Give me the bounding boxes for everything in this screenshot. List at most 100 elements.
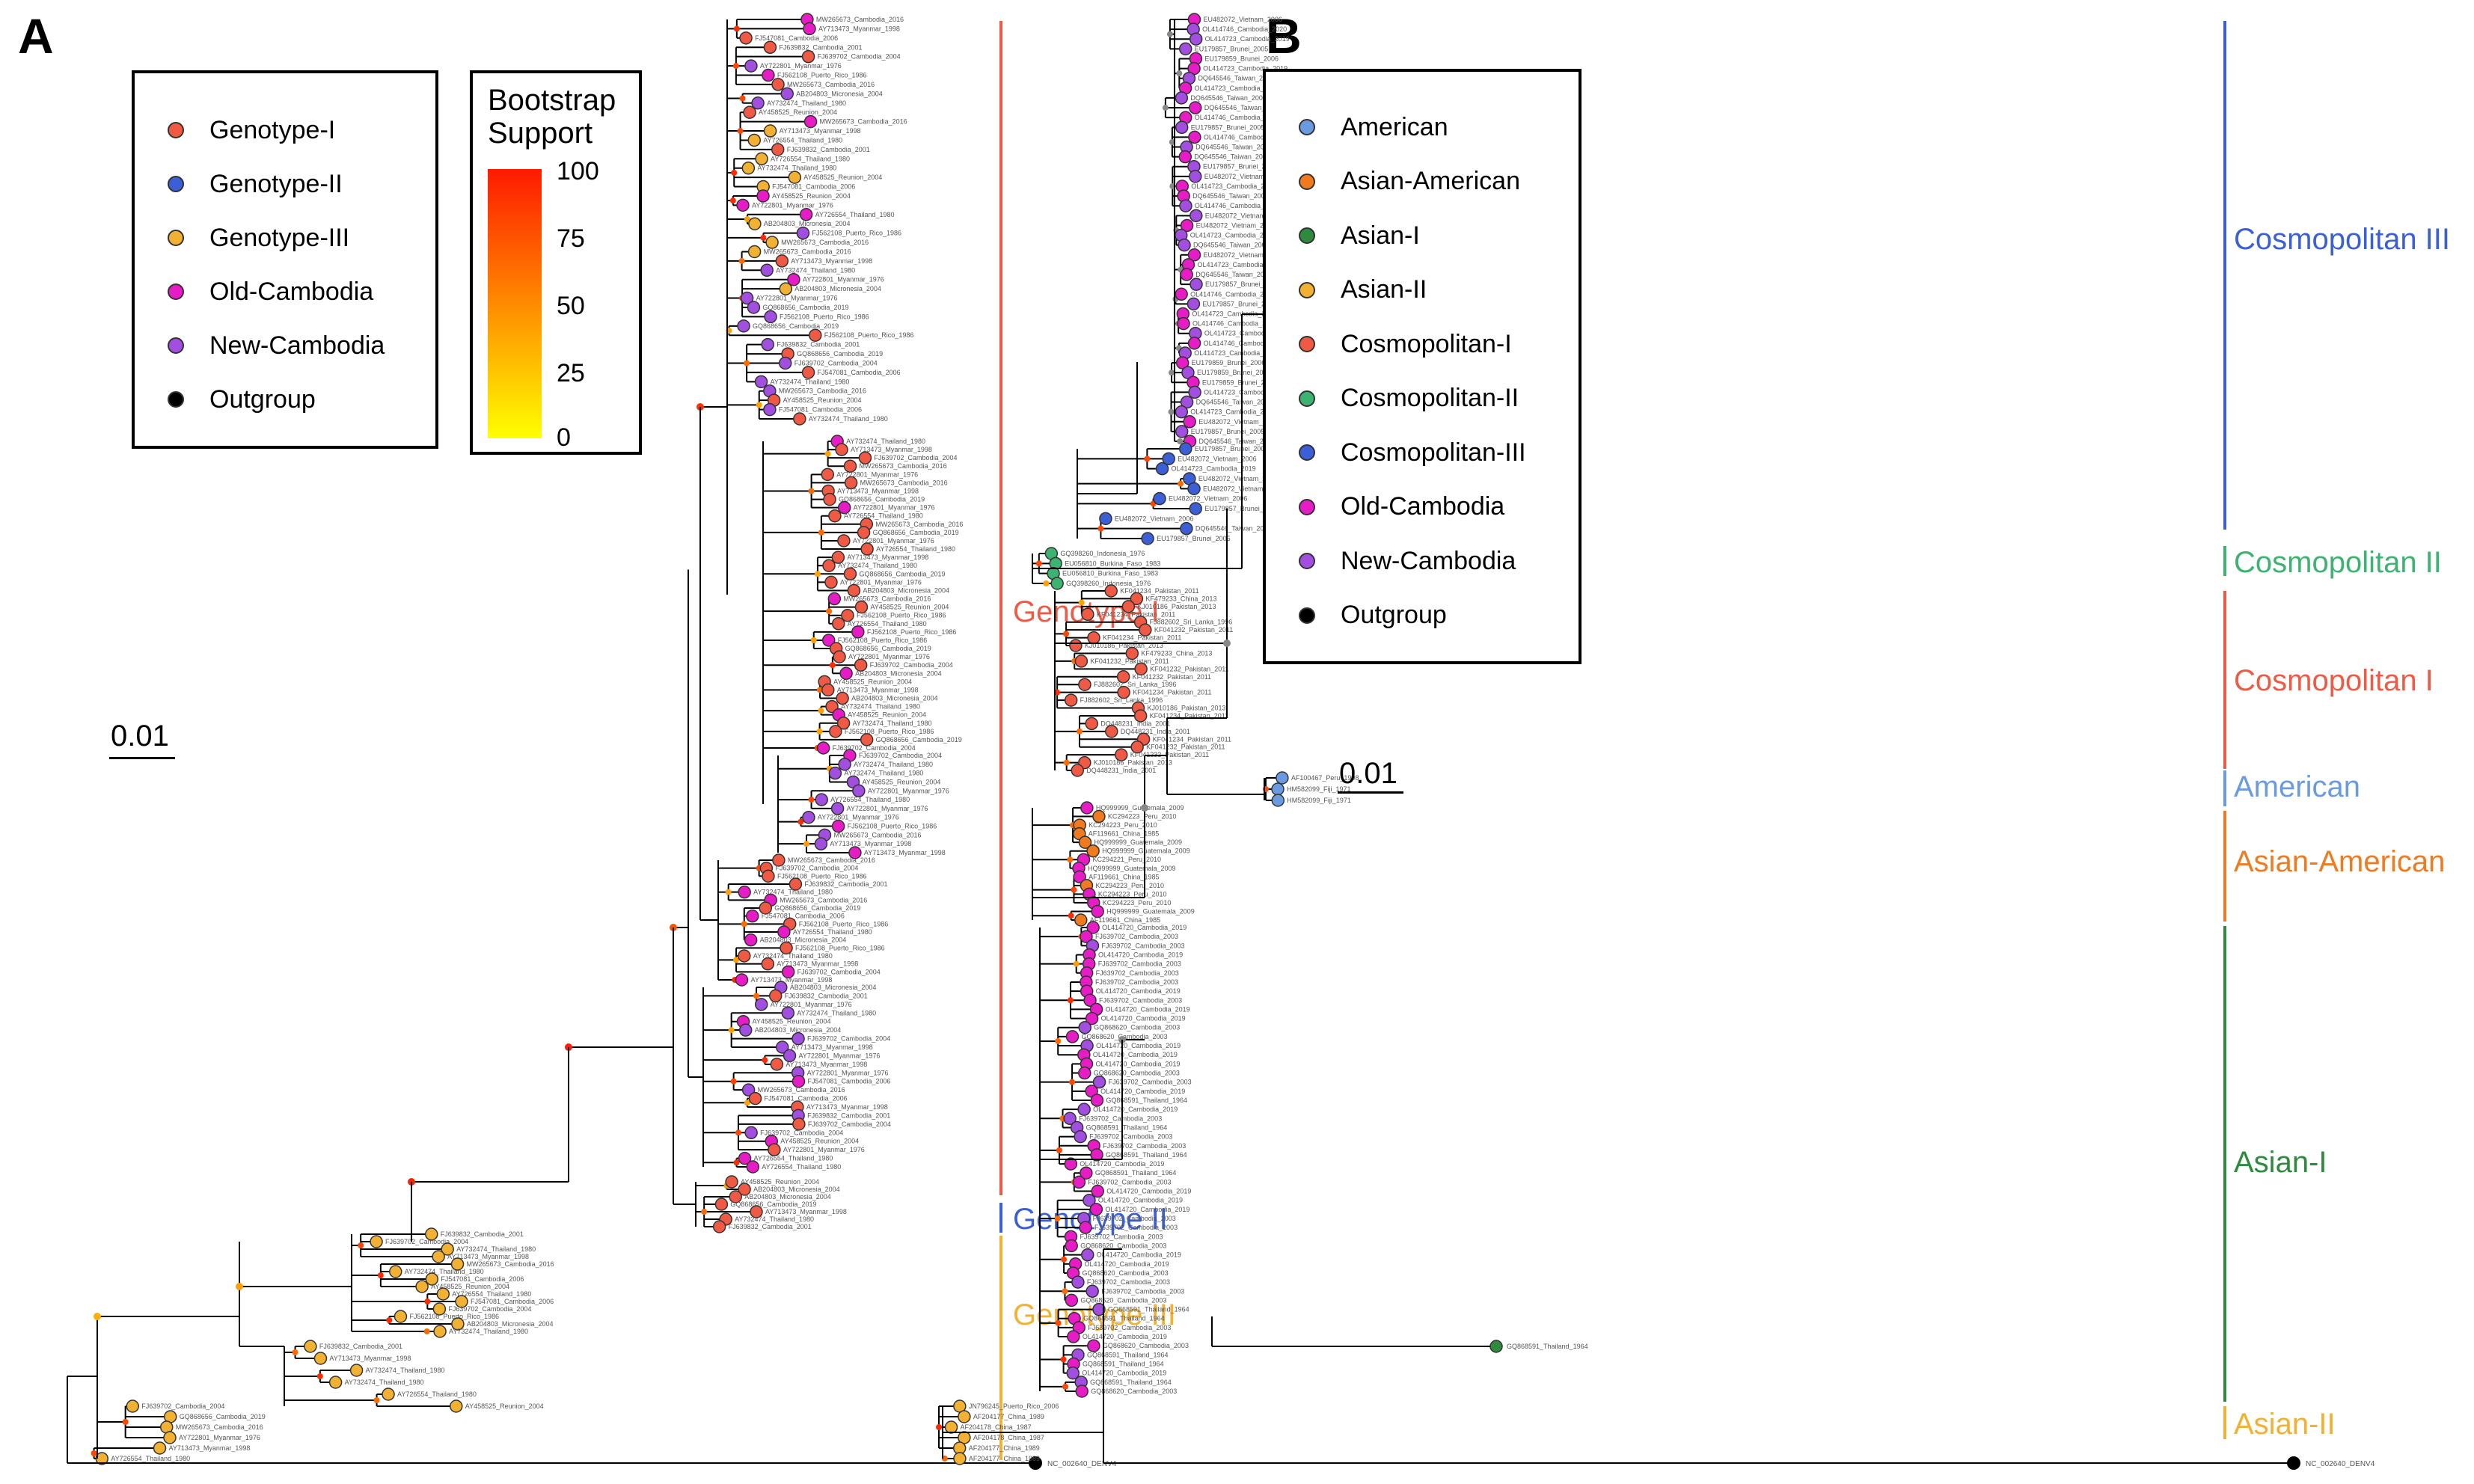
tip-marker	[1189, 278, 1203, 291]
panel-b-label: B	[1266, 8, 1302, 64]
tip-label: KF041232_Pakistan_2011	[1133, 673, 1211, 681]
tip-label: OL414720_Cambodia_2019	[1082, 1370, 1166, 1377]
tip-label: AY726554_Thailand_1980	[793, 928, 872, 936]
tip-marker	[831, 819, 845, 833]
tip-label: FJ639702_Cambodia_2003	[1101, 1287, 1184, 1295]
tip-label: AY722801_Myanmar_1976	[868, 787, 949, 794]
tip-label: AY713473_Myanmar_1998	[447, 1253, 529, 1260]
tip-marker	[761, 957, 775, 971]
tip-marker	[1130, 592, 1144, 606]
tip-label: AY713473_Myanmar_1998	[806, 1103, 888, 1111]
tip-label: OL414720_Cambodia_2019	[1093, 1106, 1178, 1113]
legend-marker	[168, 176, 184, 192]
tip-label: AY713473_Myanmar_1998	[169, 1444, 251, 1452]
bootstrap-node	[744, 216, 750, 222]
tip-label: GQ868620_Cambodia_2003	[1081, 1033, 1167, 1040]
tip-marker	[741, 161, 756, 175]
tip-label: AY732474_Thailand_1980	[366, 1367, 445, 1374]
tip-marker	[1162, 452, 1175, 466]
tip-marker	[1104, 584, 1118, 598]
tip-label: GQ868656_Cambodia_2019	[797, 350, 883, 358]
tip-label: FJ639702_Cambodia_2003	[1093, 1215, 1176, 1222]
tip-label: OL414746_Cambodia_2020	[1202, 25, 1287, 33]
tip-label: DQ645546_Taiwan_2002	[1198, 75, 1274, 82]
tip-label: OL414720_Cambodia_2019	[1080, 1160, 1164, 1168]
bootstrap-node	[824, 450, 831, 457]
bootstrap-node	[810, 637, 817, 643]
legend-marker	[168, 122, 184, 138]
bootstrap-node	[1060, 1356, 1067, 1363]
tip-marker	[768, 1143, 781, 1156]
tip-marker	[1050, 577, 1064, 590]
tip-marker	[1065, 1239, 1078, 1253]
tip-marker	[754, 998, 768, 1011]
tip-label: FJ639702_Cambodia_2003	[1101, 942, 1184, 949]
tip-label: AY732474_Thailand_1980	[345, 1379, 424, 1386]
tip-label: EU482072_Vietnam_2006	[1198, 475, 1277, 482]
tip-label: MW265673_Cambodia_2016	[467, 1260, 554, 1268]
tip-marker	[1083, 993, 1097, 1008]
bootstrap-tick-100: 100	[557, 157, 599, 186]
tip-label: FJ639702_Cambodia_2004	[807, 1035, 890, 1043]
tip-marker	[1180, 521, 1193, 536]
bootstrap-node	[808, 797, 815, 803]
tip-label: FJ639702_Cambodia_2004	[874, 454, 957, 462]
tip-marker	[816, 741, 830, 755]
tip-marker	[777, 925, 791, 939]
tip-marker	[1099, 512, 1112, 526]
tip-label: EU179859_Brunei_2006	[1197, 369, 1271, 376]
legend-item: Cosmopolitan-III	[1299, 430, 1526, 475]
bootstrap-node	[1168, 408, 1175, 415]
tip-label: OL414720_Cambodia_2019	[1085, 1260, 1169, 1268]
tip-marker	[712, 1220, 726, 1233]
bootstrap-node	[1062, 1288, 1068, 1295]
tip-marker	[382, 1388, 395, 1401]
legend-label: Cosmopolitan-II	[1341, 384, 1519, 412]
tip-label: OL414723_Cambodia_2019	[1203, 65, 1287, 73]
tip-marker	[744, 1126, 758, 1140]
tip-label: FJ639702_Cambodia_2003	[1103, 1142, 1186, 1150]
tip-marker	[1178, 150, 1192, 164]
legend-label: Asian-American	[1341, 167, 1520, 195]
tip-marker	[744, 59, 758, 73]
tip-marker	[1105, 725, 1118, 738]
bootstrap-node	[1162, 105, 1169, 111]
tip-marker	[763, 40, 777, 55]
tip-marker	[837, 500, 851, 515]
tip-label: DQ645546_Taiwan_2002	[1195, 144, 1272, 151]
tip-label: FJ639832_Cambodia_2001	[441, 1230, 524, 1238]
tip-label: FJ639702_Cambodia_2003	[1095, 933, 1178, 940]
tip-label: AY722801_Myanmar_1976	[783, 1146, 865, 1153]
clade-bar-cosmopolitan-ii	[2223, 546, 2226, 576]
tip-marker	[1089, 1203, 1103, 1216]
tip-label: HQ999999_Guatemala_2009	[1088, 865, 1176, 872]
legend-marker	[1299, 607, 1315, 624]
tip-marker	[1130, 740, 1144, 754]
tip-marker	[748, 1091, 762, 1106]
scale-bar-a	[109, 757, 175, 759]
scale-label-b: 0.01	[1339, 757, 1397, 790]
tip-marker	[762, 68, 775, 82]
tip-label: GQ868591_Thailand_1964	[1507, 1343, 1588, 1350]
tip-marker	[814, 837, 828, 850]
tip-label: FJ882602_Sri_Lanka_1996	[1080, 696, 1163, 704]
clade-label-cosmopolitan-iii: Cosmopolitan III	[2234, 223, 2451, 256]
tip-marker	[748, 217, 762, 230]
tip-label: AY722801_Myanmar_1976	[853, 537, 934, 545]
tip-label: KJ010186_Pakistan_2013	[1147, 705, 1225, 712]
legend-marker	[1299, 281, 1315, 298]
bootstrap-node	[728, 1027, 735, 1034]
tip-marker	[953, 1452, 967, 1465]
tip-label: KF041234_Pakistan_2011	[1150, 712, 1228, 720]
tip-label: DQ645546_Taiwan_2002	[1199, 438, 1276, 445]
tip-marker	[1090, 1148, 1103, 1162]
bootstrap-node	[739, 95, 746, 102]
tip-marker	[1078, 1066, 1091, 1080]
bootstrap-node	[1169, 370, 1175, 376]
tip-marker	[1086, 844, 1100, 858]
bootstrap-node	[1055, 1319, 1062, 1326]
tip-marker	[761, 337, 774, 352]
tip-label: EU179857_Brunei_2005	[1195, 445, 1269, 453]
tip-label: KF041234_Pakistan_2011	[1153, 735, 1231, 743]
tip-label: OL414720_Cambodia_2019	[1101, 1015, 1186, 1022]
